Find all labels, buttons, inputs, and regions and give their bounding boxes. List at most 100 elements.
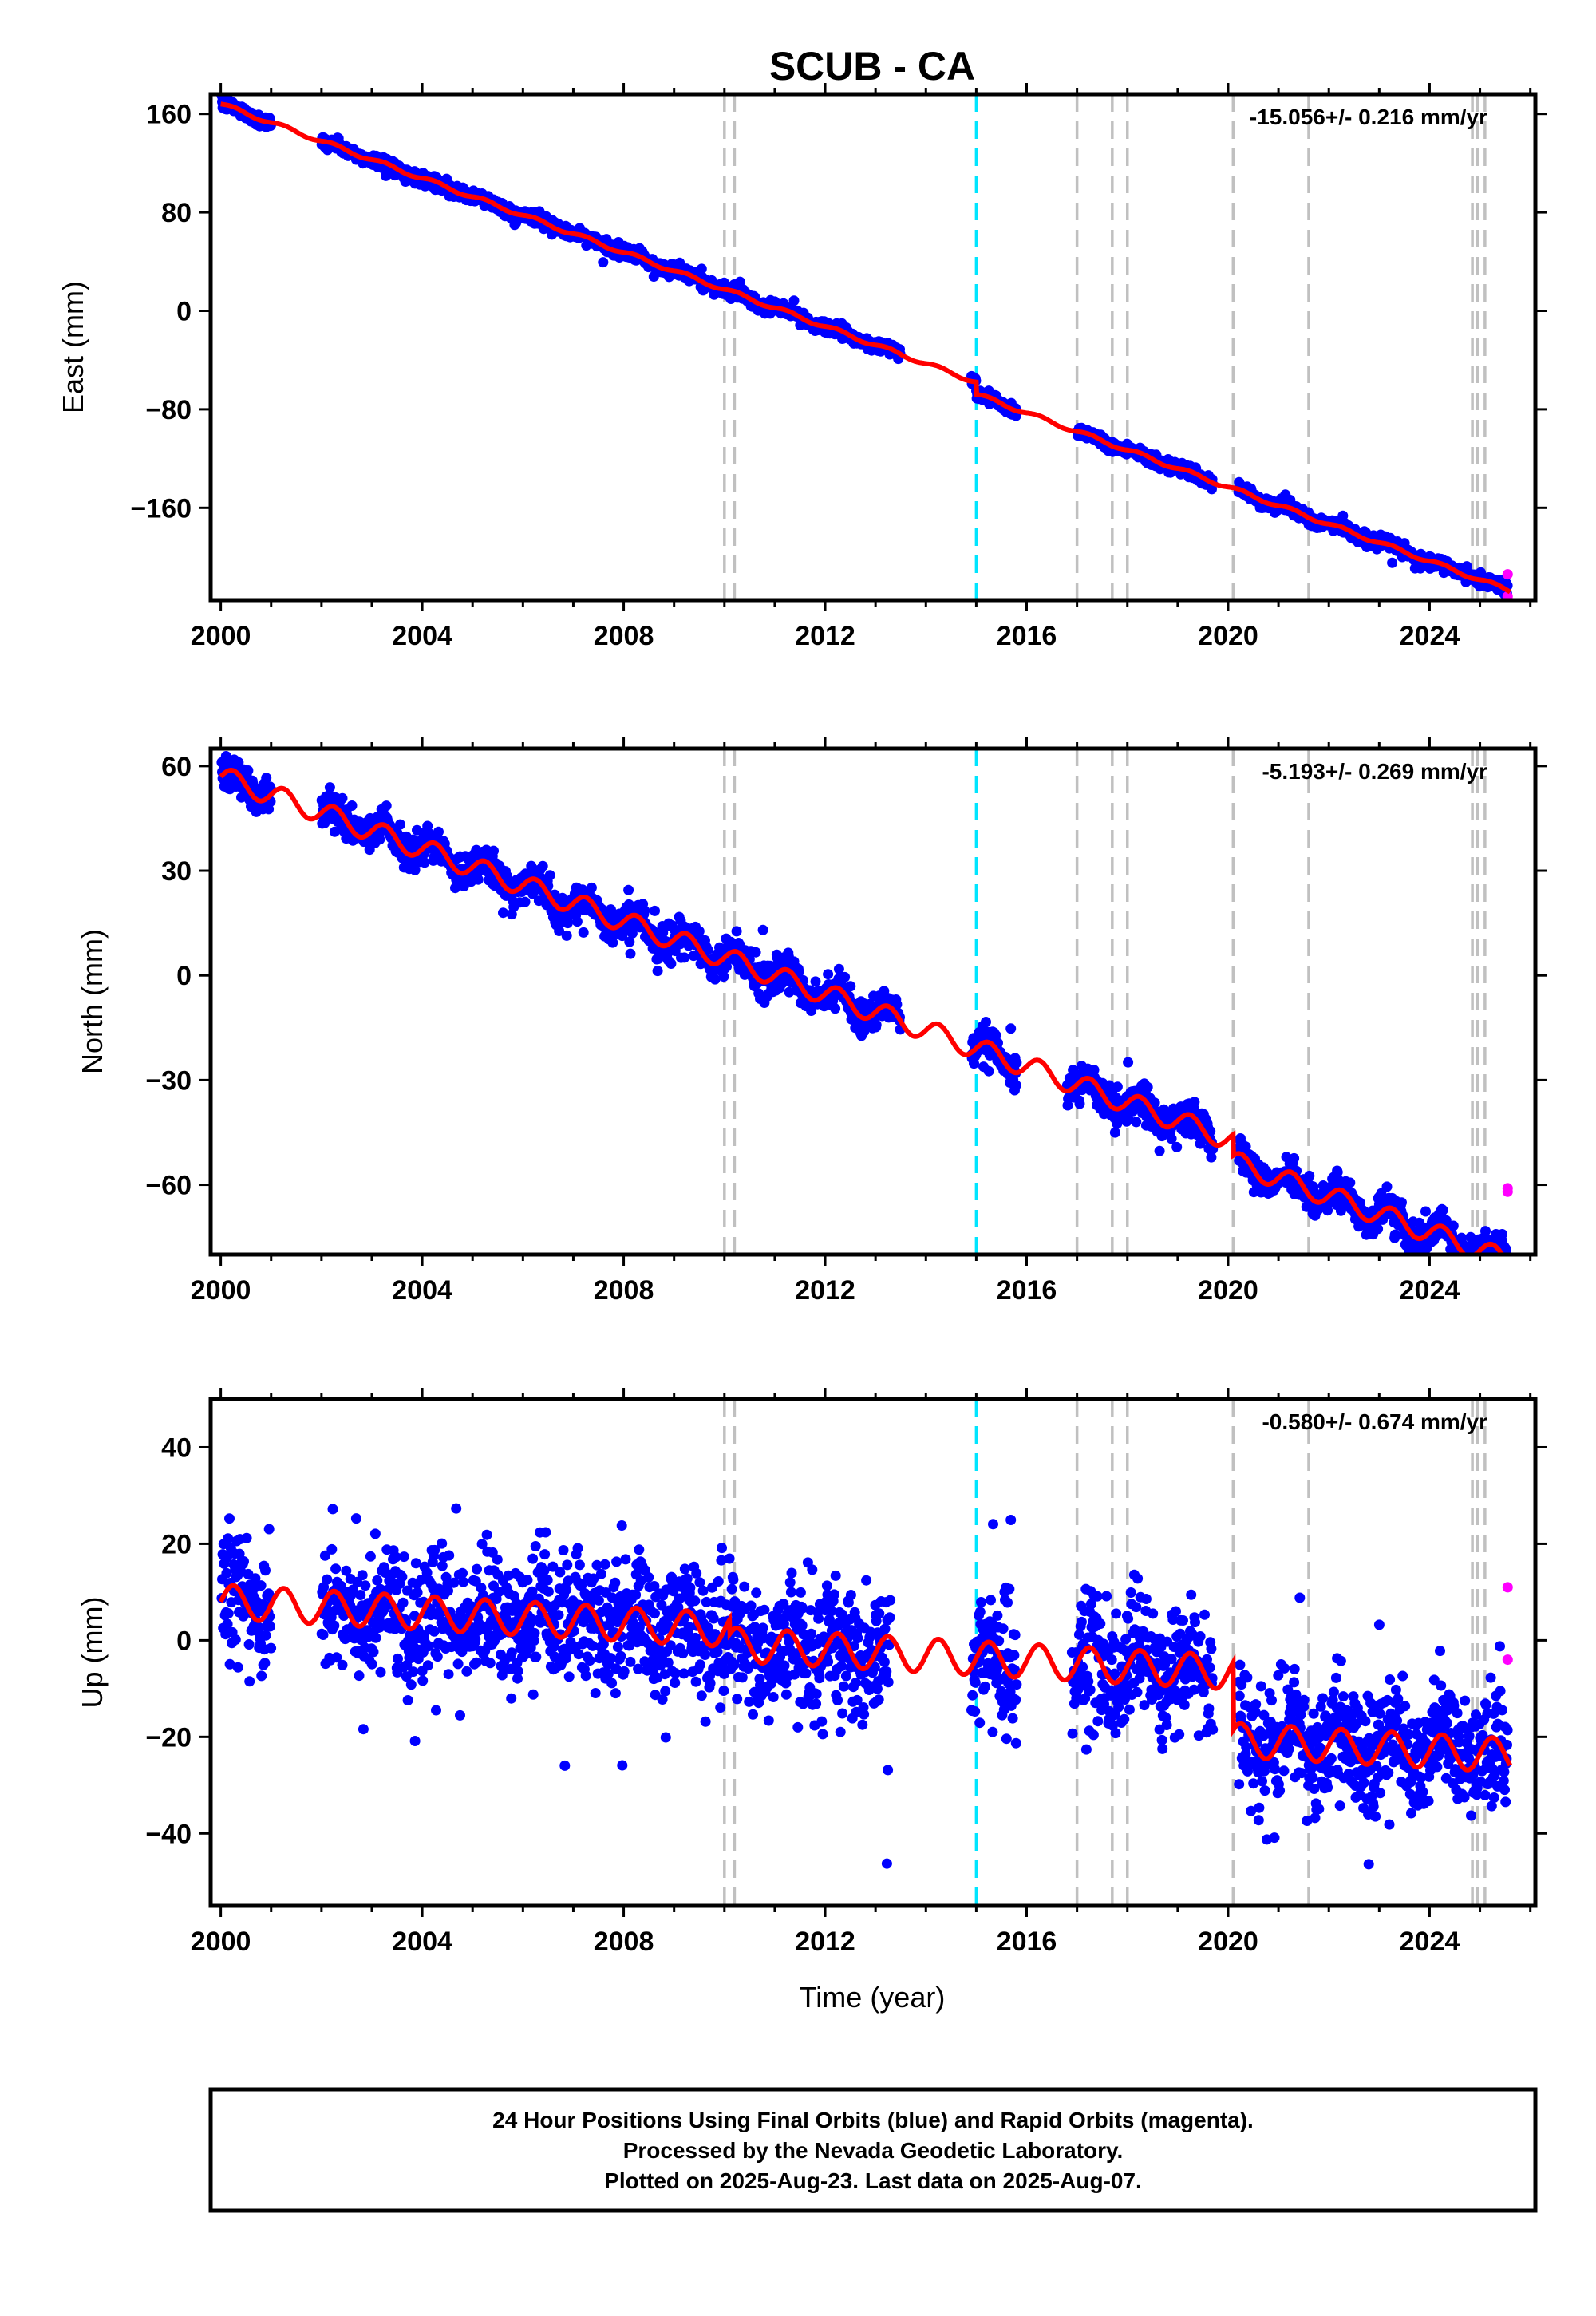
x-tick-label: 2016 bbox=[997, 621, 1057, 651]
data-point bbox=[625, 948, 636, 959]
velocity-rate-label: -15.056+/- 0.216 mm/yr bbox=[1250, 105, 1487, 129]
model-fit-line bbox=[220, 101, 1512, 595]
data-point bbox=[1010, 1080, 1021, 1091]
data-point bbox=[519, 896, 531, 907]
data-point bbox=[1171, 1141, 1183, 1152]
data-point bbox=[419, 857, 430, 868]
data-point bbox=[261, 773, 272, 784]
y-tick-label: −160 bbox=[130, 493, 192, 524]
north-panel: 2000 2004 2008 2012 2016 2020 202460300−30−60N… bbox=[76, 737, 1547, 1306]
data-point bbox=[326, 1543, 338, 1555]
data-point bbox=[256, 1670, 267, 1682]
rapid-orbit-point bbox=[1502, 1186, 1513, 1197]
data-point bbox=[357, 1570, 368, 1581]
data-point bbox=[1189, 1097, 1200, 1108]
velocity-rate-label: -5.193+/- 0.269 mm/yr bbox=[1262, 759, 1487, 784]
data-point bbox=[586, 882, 597, 893]
data-point bbox=[329, 1620, 340, 1631]
data-point bbox=[598, 257, 609, 268]
east-panel: 2000 2004 2008 2012 2016 2020 2024160800−80−16… bbox=[57, 83, 1547, 651]
data-point bbox=[1142, 1081, 1153, 1093]
data-point bbox=[823, 969, 834, 980]
data-point bbox=[623, 884, 634, 895]
data-point bbox=[1497, 1229, 1507, 1239]
data-point bbox=[488, 845, 499, 856]
data-point bbox=[1289, 1152, 1300, 1164]
data-point bbox=[366, 1658, 377, 1670]
data-point bbox=[365, 1551, 376, 1562]
data-point bbox=[369, 1528, 381, 1539]
data-point bbox=[375, 1666, 386, 1678]
data-point bbox=[1304, 1170, 1315, 1181]
y-tick-label: 0 bbox=[176, 961, 192, 991]
data-point bbox=[264, 1621, 275, 1632]
data-point bbox=[230, 1634, 241, 1645]
data-point bbox=[734, 276, 745, 287]
data-point bbox=[260, 1565, 271, 1576]
data-point bbox=[1123, 1057, 1134, 1068]
data-point bbox=[810, 976, 821, 987]
data-point bbox=[1420, 1206, 1431, 1217]
x-tick-label: 2012 bbox=[795, 621, 855, 651]
data-point bbox=[330, 1563, 342, 1575]
data-point bbox=[1109, 1127, 1120, 1138]
data-point bbox=[839, 971, 851, 982]
data-point bbox=[757, 924, 768, 935]
data-point bbox=[266, 1642, 277, 1654]
data-point bbox=[220, 751, 231, 761]
y-tick-label: 30 bbox=[161, 856, 192, 887]
y-tick-label: −30 bbox=[145, 1065, 192, 1096]
data-point bbox=[1389, 1229, 1400, 1240]
data-point bbox=[370, 1632, 381, 1643]
y-tick-label: 60 bbox=[161, 752, 192, 782]
plot-frame bbox=[208, 92, 1538, 603]
data-point bbox=[561, 930, 572, 941]
x-tick-label: 2020 bbox=[1198, 1275, 1258, 1306]
data-point bbox=[544, 870, 555, 881]
y-tick-label: −80 bbox=[145, 395, 192, 425]
data-point bbox=[433, 826, 444, 837]
data-point bbox=[244, 1676, 255, 1687]
data-point bbox=[1396, 1197, 1407, 1208]
data-point bbox=[223, 1608, 234, 1619]
data-point bbox=[1437, 1204, 1448, 1215]
y-tick-label: 160 bbox=[146, 100, 192, 130]
x-tick-label: 2016 bbox=[997, 1275, 1057, 1306]
data-point bbox=[871, 1019, 882, 1030]
data-point bbox=[346, 800, 358, 811]
data-point bbox=[243, 765, 254, 776]
x-tick-label: 2000 bbox=[191, 621, 251, 651]
data-point bbox=[731, 926, 742, 937]
data-point bbox=[1005, 1023, 1017, 1034]
data-point bbox=[263, 1524, 275, 1535]
data-point bbox=[324, 782, 335, 793]
data-point bbox=[322, 1574, 333, 1585]
data-point bbox=[498, 907, 508, 919]
data-point bbox=[981, 1017, 991, 1027]
data-point bbox=[652, 966, 663, 977]
data-point bbox=[374, 834, 385, 845]
data-point bbox=[395, 819, 405, 830]
data-point bbox=[650, 905, 660, 916]
data-point bbox=[1074, 1098, 1085, 1109]
data-point bbox=[571, 916, 583, 927]
data-point bbox=[1322, 1205, 1333, 1216]
x-tick-label: 2020 bbox=[1198, 621, 1258, 651]
y-axis-title: East (mm) bbox=[57, 281, 89, 413]
x-tick-label: 2024 bbox=[1400, 1275, 1460, 1306]
data-point bbox=[679, 952, 690, 963]
data-point bbox=[1154, 1145, 1165, 1156]
data-point bbox=[983, 1065, 994, 1077]
y-axis-title: North (mm) bbox=[76, 929, 109, 1074]
data-point bbox=[1373, 1223, 1384, 1235]
x-tick-label: 2008 bbox=[594, 621, 654, 651]
data-point bbox=[360, 1580, 371, 1591]
x-tick-label: 2000 bbox=[191, 1275, 251, 1306]
data-point bbox=[318, 1630, 329, 1640]
data-point bbox=[578, 927, 589, 938]
data-point bbox=[381, 800, 392, 812]
x-tick-label: 2004 bbox=[392, 1275, 452, 1306]
data-point bbox=[337, 1659, 348, 1670]
